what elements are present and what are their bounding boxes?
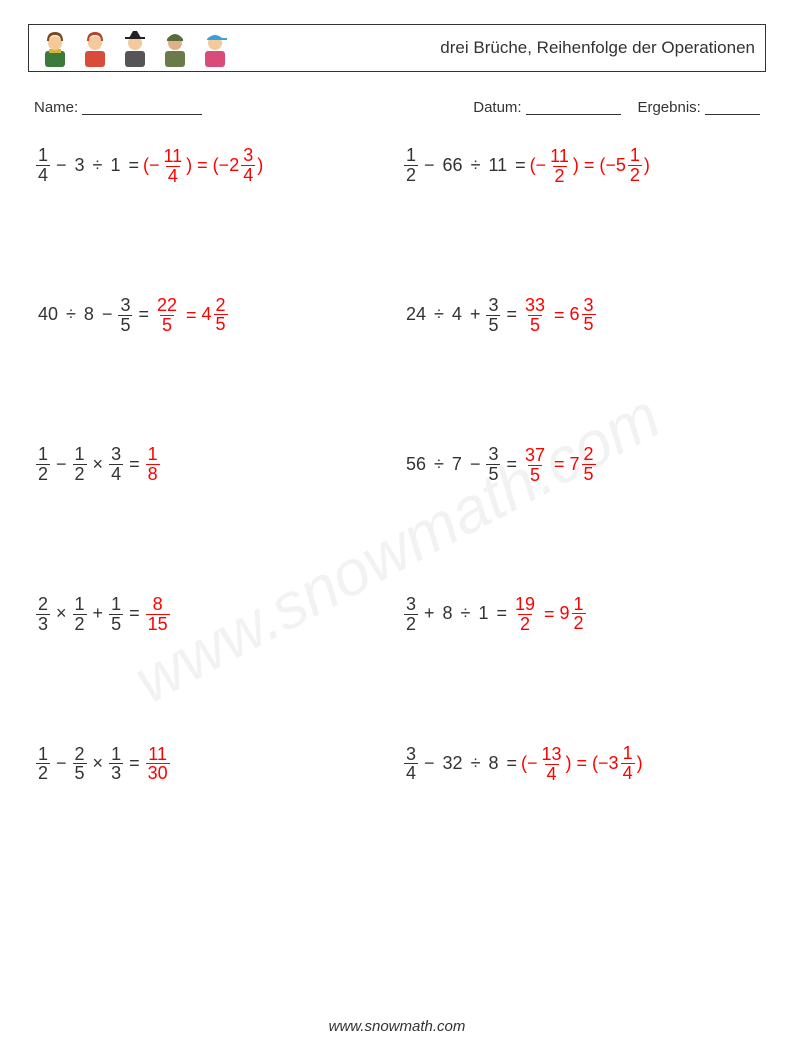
problem: 14−3÷1=(−114) = (−234) [34,146,392,186]
result-blank [705,99,760,115]
worksheet-title: drei Brüche, Reihenfolge der Operationen [440,38,755,58]
problem: 40÷8−35=225 = 425 [34,296,392,336]
footer: www.snowmath.com [0,1018,794,1035]
avatar-icon [159,29,191,67]
answer: 335 = 635 [521,296,598,336]
problem: 12−12×34=18 [34,445,392,485]
problems-grid: 14−3÷1=(−114) = (−234)12−66÷11=(−112) = … [28,126,766,784]
avatar-icon [119,29,151,67]
expression: 40÷8−35= [34,296,153,335]
expression: 32+8÷1= [402,595,511,634]
avatar-row [39,29,231,67]
avatar-icon [79,29,111,67]
expression: 24÷4+35= [402,296,521,335]
problem: 23×12+15=815 [34,595,392,635]
problem: 12−66÷11=(−112) = (−512) [402,146,760,186]
problem: 12−25×13=1130 [34,744,392,784]
date-label: Datum: [473,99,521,116]
worksheet-page: drei Brüche, Reihenfolge der Operationen… [0,0,794,1053]
name-blank [82,99,202,115]
answer: 815 [144,595,172,634]
answer: 225 = 425 [153,296,230,336]
answer: 375 = 725 [521,445,598,485]
result-label: Ergebnis: [637,99,700,116]
expression: 14−3÷1= [34,146,143,185]
date-blank [526,99,621,115]
answer: 1130 [144,745,172,784]
name-field: Name: [34,96,202,116]
header-bar: drei Brüche, Reihenfolge der Operationen [28,24,766,72]
expression: 23×12+15= [34,595,144,634]
answer: (−112) = (−512) [530,146,650,186]
problem: 24÷4+35=335 = 635 [402,296,760,336]
date-result-group: Datum: Ergebnis: [473,96,760,116]
problem: 32+8÷1=192 = 912 [402,595,760,635]
expression: 12−66÷11= [402,146,530,185]
meta-row: Name: Datum: Ergebnis: [34,96,760,116]
name-label: Name: [34,99,78,116]
answer: 18 [144,445,162,484]
answer: 192 = 912 [511,595,588,635]
problem: 56÷7−35=375 = 725 [402,445,760,485]
expression: 56÷7−35= [402,445,521,484]
problem: 34−32÷8=(−134) = (−314) [402,744,760,784]
avatar-icon [199,29,231,67]
avatar-icon [39,29,71,67]
expression: 12−12×34= [34,445,144,484]
expression: 12−25×13= [34,745,144,784]
answer: (−114) = (−234) [143,146,263,186]
expression: 34−32÷8= [402,745,521,784]
answer: (−134) = (−314) [521,744,643,784]
